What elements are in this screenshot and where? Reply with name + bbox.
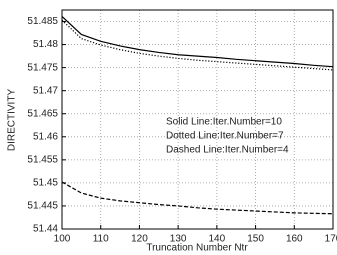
x-tick-label: 130 <box>170 234 187 245</box>
legend-label: Dashed Line:Iter.Number=4 <box>166 145 289 156</box>
x-tick-label: 120 <box>131 234 148 245</box>
x-tick-label: 150 <box>247 234 264 245</box>
x-tick-label: 140 <box>209 234 226 245</box>
x-axis-label: Truncation Number Ntr <box>146 243 248 254</box>
y-tick-label: 51.445 <box>27 201 58 212</box>
x-tick-label: 100 <box>54 234 71 245</box>
y-tick-label: 51.48 <box>33 39 58 50</box>
y-tick-label: 51.475 <box>27 62 58 73</box>
x-tick-label: 160 <box>286 234 303 245</box>
series-line <box>61 181 334 215</box>
y-tick-label: 51.455 <box>27 154 58 165</box>
legend-label: Dotted Line:Iter.Number=7 <box>166 131 284 142</box>
x-tick-label: 110 <box>93 234 109 245</box>
y-tick-label: 51.47 <box>33 85 58 96</box>
x-tick-label: 170 <box>325 234 337 245</box>
series-line <box>61 19 334 71</box>
y-tick-label: 51.465 <box>27 108 58 119</box>
series-line <box>61 16 334 68</box>
y-axis-label: DIRECTIVITY <box>7 89 18 152</box>
y-tick-label: 51.485 <box>27 16 58 27</box>
y-tick-label: 51.46 <box>33 131 58 142</box>
y-tick-label: 51.45 <box>33 178 58 189</box>
legend-label: Solid Line:Iter.Number=10 <box>166 117 282 128</box>
plot-frame <box>61 9 334 230</box>
y-tick-label: 51.44 <box>33 224 58 235</box>
